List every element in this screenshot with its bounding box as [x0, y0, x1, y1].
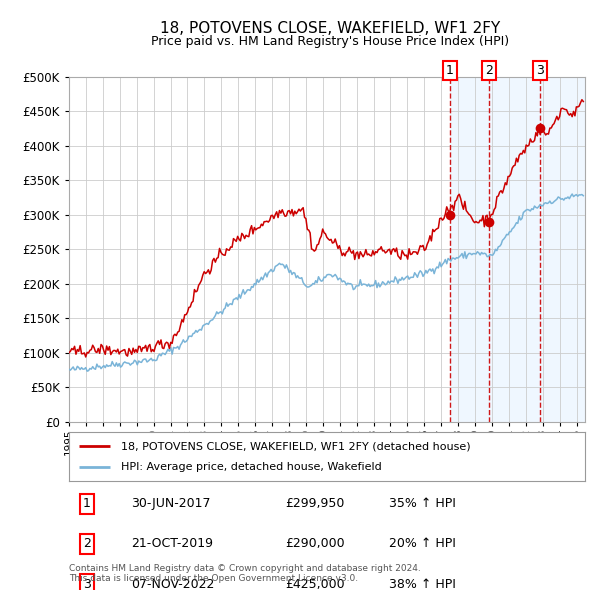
Text: £290,000: £290,000 — [286, 537, 346, 550]
Text: 2: 2 — [485, 64, 493, 77]
Text: £425,000: £425,000 — [286, 578, 346, 590]
Text: Price paid vs. HM Land Registry's House Price Index (HPI): Price paid vs. HM Land Registry's House … — [151, 35, 509, 48]
Text: 3: 3 — [536, 64, 544, 77]
Text: Contains HM Land Registry data © Crown copyright and database right 2024.
This d: Contains HM Land Registry data © Crown c… — [69, 563, 421, 583]
Text: 07-NOV-2022: 07-NOV-2022 — [131, 578, 214, 590]
Text: 35% ↑ HPI: 35% ↑ HPI — [389, 497, 456, 510]
Text: 1: 1 — [83, 497, 91, 510]
Text: HPI: Average price, detached house, Wakefield: HPI: Average price, detached house, Wake… — [121, 463, 382, 473]
Text: 21-OCT-2019: 21-OCT-2019 — [131, 537, 213, 550]
Text: £299,950: £299,950 — [286, 497, 345, 510]
Text: 18, POTOVENS CLOSE, WAKEFIELD, WF1 2FY: 18, POTOVENS CLOSE, WAKEFIELD, WF1 2FY — [160, 21, 500, 35]
Text: 1: 1 — [446, 64, 454, 77]
Text: 38% ↑ HPI: 38% ↑ HPI — [389, 578, 456, 590]
Text: 2: 2 — [83, 537, 91, 550]
Bar — [449, 77, 585, 422]
Text: 3: 3 — [83, 578, 91, 590]
Text: 18, POTOVENS CLOSE, WAKEFIELD, WF1 2FY (detached house): 18, POTOVENS CLOSE, WAKEFIELD, WF1 2FY (… — [121, 441, 470, 451]
Text: 30-JUN-2017: 30-JUN-2017 — [131, 497, 211, 510]
Text: 20% ↑ HPI: 20% ↑ HPI — [389, 537, 456, 550]
